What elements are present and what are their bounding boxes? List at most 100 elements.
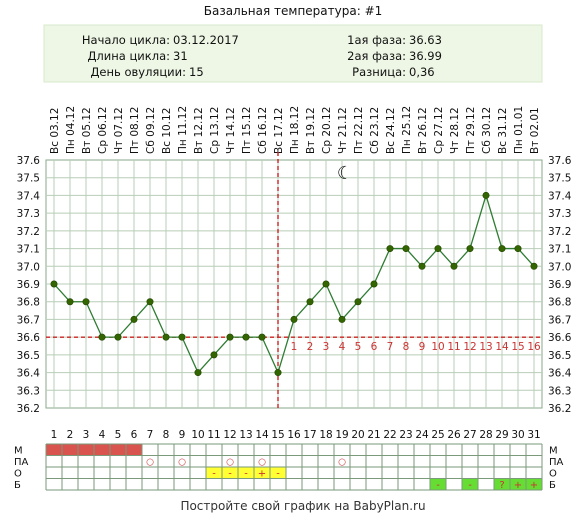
pregnancy-test-marker: - bbox=[436, 480, 440, 491]
pregnancy-test-marker: ? bbox=[499, 480, 504, 491]
y-tick-label-left: 36.9 bbox=[17, 279, 40, 291]
pregnancy-test-marker: + bbox=[514, 480, 522, 491]
y-tick-label-left: 37.3 bbox=[17, 208, 40, 220]
date-label: Вс 24.12 bbox=[385, 108, 397, 154]
day-number-label: 13 bbox=[239, 429, 252, 441]
info-difference-value: 0,36 bbox=[409, 65, 435, 79]
post-ovulation-day-label: 12 bbox=[463, 341, 476, 353]
marker-row-label-right: М bbox=[549, 446, 558, 457]
day-number-label: 16 bbox=[287, 429, 301, 441]
temperature-point bbox=[354, 298, 362, 306]
day-number-label: 17 bbox=[303, 429, 316, 441]
pregnancy-test-cell bbox=[430, 478, 446, 490]
date-label: Ср 13.12 bbox=[209, 107, 221, 154]
post-ovulation-day-label: 6 bbox=[371, 341, 378, 353]
date-label: Вс 10.12 bbox=[161, 108, 173, 154]
menstruation-cell bbox=[94, 444, 110, 456]
date-label: Сб 30.12 bbox=[481, 107, 493, 154]
temperature-point bbox=[226, 333, 234, 341]
y-tick-label-right: 36.7 bbox=[548, 314, 571, 326]
y-tick-label-right: 37.4 bbox=[548, 190, 572, 202]
temperature-point bbox=[386, 245, 394, 253]
ovulation-test-cell bbox=[270, 467, 286, 479]
menstruation-cell bbox=[110, 444, 126, 456]
temperature-point bbox=[130, 315, 138, 323]
temperature-point bbox=[434, 245, 442, 253]
date-label: Вт 05.12 bbox=[81, 107, 93, 154]
day-number-label: 5 bbox=[115, 429, 122, 441]
date-label: Вс 31.12 bbox=[497, 108, 509, 154]
info-ovulation-day: День овуляции: bbox=[90, 65, 186, 79]
day-number-label: 25 bbox=[431, 429, 444, 441]
post-ovulation-day-label: 3 bbox=[323, 341, 330, 353]
temperature-point bbox=[258, 333, 266, 341]
temperature-point bbox=[514, 245, 522, 253]
chart-grid bbox=[45, 159, 543, 409]
date-labels: Вс 03.12 Пн 04.12 Вт 05.12 Ср 06.12 Чт 07.12… bbox=[49, 106, 541, 154]
temperature-point bbox=[50, 280, 58, 288]
info-cycle-start: Начало цикла: bbox=[82, 33, 170, 47]
y-tick-label-left: 37.1 bbox=[17, 244, 40, 256]
temperature-point bbox=[498, 245, 506, 253]
temperature-point bbox=[466, 245, 474, 253]
date-label: Ср 20.12 bbox=[321, 107, 333, 154]
y-tick-label-left: 36.7 bbox=[17, 314, 40, 326]
marker-table: М МПА ПАО ОБ Б○ ○ ○ ○ ○- - - + -- -? + + bbox=[14, 443, 564, 491]
temperature-point bbox=[370, 280, 378, 288]
info-phase1: 1ая фаза: bbox=[347, 33, 406, 47]
day-number-label: 12 bbox=[223, 429, 236, 441]
ovulation-test-marker: - bbox=[244, 469, 248, 480]
temperature-point bbox=[194, 369, 202, 377]
day-number-label: 24 bbox=[415, 429, 429, 441]
date-label: Ср 27.12 bbox=[433, 107, 445, 154]
info-ovulation-day-value: 15 bbox=[189, 65, 204, 79]
reference-lines bbox=[46, 152, 542, 408]
temperature-point bbox=[114, 333, 122, 341]
temperature-point bbox=[178, 333, 186, 341]
temperature-point bbox=[242, 333, 250, 341]
post-ovulation-day-label: 14 bbox=[495, 341, 509, 353]
post-ovulation-day-labels: 1 2 3 4 5 6 7 8 9 10 11 12 13 14 15 16 bbox=[291, 341, 541, 353]
day-number-label: 4 bbox=[99, 429, 106, 441]
day-number-label: 11 bbox=[207, 429, 220, 441]
date-label: Сб 09.12 bbox=[145, 107, 157, 154]
date-label: Вт 02.01 bbox=[529, 107, 541, 154]
post-ovulation-day-label: 11 bbox=[447, 341, 460, 353]
y-tick-label-right: 37.6 bbox=[548, 155, 572, 167]
post-ovulation-day-label: 15 bbox=[511, 341, 524, 353]
ovulation-test-marker: + bbox=[258, 469, 266, 480]
marker-row-label-right: О bbox=[549, 469, 557, 480]
date-label: Пт 29.12 bbox=[465, 107, 477, 154]
menstruation-cell bbox=[62, 444, 78, 456]
ovulation-test-marker: - bbox=[228, 469, 232, 480]
post-ovulation-day-label: 9 bbox=[419, 341, 426, 353]
y-tick-label-right: 36.4 bbox=[548, 368, 572, 380]
y-tick-label-left: 36.5 bbox=[17, 350, 40, 362]
day-number-label: 26 bbox=[447, 429, 461, 441]
y-tick-label-left: 37.2 bbox=[17, 226, 40, 238]
y-tick-label-left: 36.8 bbox=[17, 297, 40, 309]
intercourse-marker: ○ bbox=[258, 458, 266, 468]
post-ovulation-day-label: 5 bbox=[355, 341, 362, 353]
day-number-label: 3 bbox=[83, 429, 90, 441]
date-label: Пн 18.12 bbox=[289, 106, 301, 154]
y-tick-labels: 36.2 36.2 36.3 36.3 36.4 36.4 36.5 36.5 36.6 36.6… bbox=[17, 155, 572, 415]
ovulation-test-cell bbox=[206, 467, 222, 479]
y-tick-label-left: 37.6 bbox=[17, 155, 41, 167]
day-number-label: 2 bbox=[67, 429, 74, 441]
y-tick-label-left: 36.3 bbox=[17, 385, 40, 397]
day-number-label: 15 bbox=[271, 429, 284, 441]
day-number-label: 6 bbox=[131, 429, 138, 441]
y-tick-label-left: 36.2 bbox=[17, 403, 40, 415]
post-ovulation-day-label: 7 bbox=[387, 341, 394, 353]
temperature-point bbox=[338, 315, 346, 323]
temperature-point bbox=[450, 262, 458, 270]
marker-row-label-left: М bbox=[14, 446, 23, 457]
y-tick-label-right: 36.6 bbox=[548, 332, 572, 344]
info-cycle-length-value: 31 bbox=[173, 49, 188, 63]
pregnancy-test-cell bbox=[510, 478, 526, 490]
y-tick-label-right: 36.3 bbox=[548, 385, 571, 397]
y-tick-label-right: 36.5 bbox=[548, 350, 571, 362]
date-label: Сб 16.12 bbox=[257, 107, 269, 154]
